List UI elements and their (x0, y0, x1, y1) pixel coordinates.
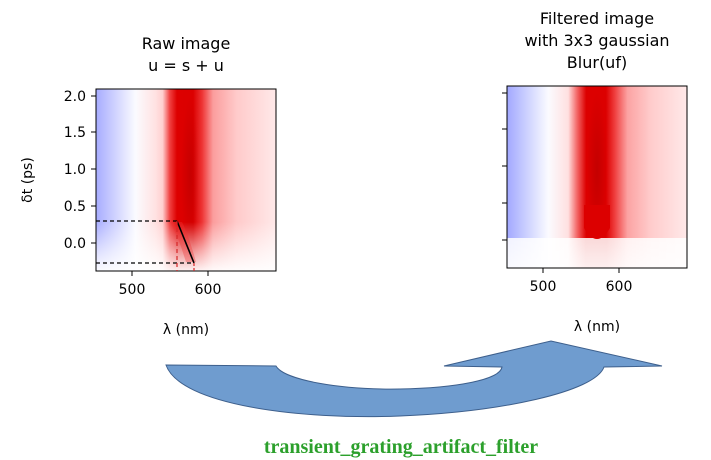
function-name-label: transient_grating_artifact_filter (264, 436, 538, 458)
raw-ytick-label: 0.0 (64, 236, 86, 252)
raw-plot-frame (95, 88, 277, 272)
filtered-title-line2: with 3x3 gaussian (524, 31, 669, 50)
raw-image-panel: Raw image u = s + u 2.0 1.5 1.0 0. (20, 34, 277, 338)
filtered-x-axis-label: λ (nm) (574, 319, 620, 335)
raw-x-ticks (131, 271, 209, 276)
filtered-xtick-label: 500 (530, 279, 557, 295)
filtered-plot-frame (506, 85, 688, 269)
filtered-xtick-label: 600 (606, 279, 633, 295)
raw-y-axis-label: δt (ps) (20, 157, 36, 203)
raw-y-ticks (91, 95, 96, 244)
raw-xtick-label: 600 (195, 282, 222, 298)
raw-ytick-label: 1.0 (64, 162, 86, 178)
raw-ytick-label: 2.0 (64, 89, 86, 105)
filtered-x-ticks (542, 268, 620, 273)
filtered-title-line1: Filtered image (540, 9, 654, 28)
filtered-y-ticks (502, 92, 507, 241)
raw-title-line1: Raw image (142, 34, 231, 53)
raw-annotation-lines (96, 220, 195, 271)
raw-xtick-label: 500 (119, 282, 146, 298)
raw-x-axis-label: λ (nm) (163, 322, 209, 338)
raw-title-line2: u = s + u (148, 56, 224, 75)
filtered-title-line3: Blur(uf) (567, 53, 627, 72)
raw-ytick-label: 0.5 (64, 199, 86, 215)
filtered-image-panel: Filtered image with 3x3 gaussian Blur(uf… (502, 9, 688, 335)
raw-ytick-label: 1.5 (64, 125, 86, 141)
filtered-heatmap (507, 86, 687, 268)
curved-arrow-icon (165, 340, 663, 418)
